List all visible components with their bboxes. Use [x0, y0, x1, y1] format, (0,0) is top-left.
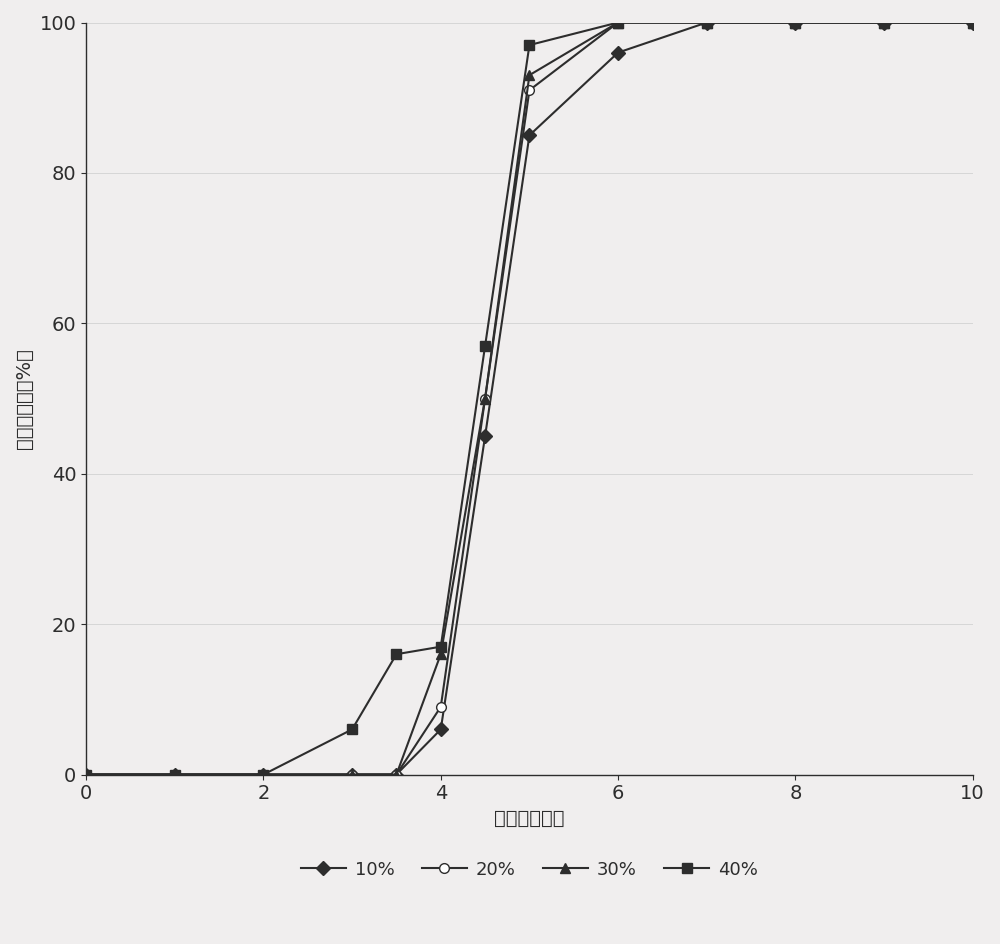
40%	[612, 17, 624, 28]
40%	[967, 17, 979, 28]
30%	[169, 768, 181, 780]
30%	[967, 17, 979, 28]
20%	[523, 85, 535, 96]
20%	[878, 17, 890, 28]
30%	[390, 768, 402, 780]
40%	[435, 641, 447, 652]
30%	[80, 768, 92, 780]
10%	[612, 47, 624, 59]
20%	[390, 768, 402, 780]
10%	[701, 17, 713, 28]
10%	[390, 768, 402, 780]
40%	[701, 17, 713, 28]
40%	[169, 768, 181, 780]
Line: 30%: 30%	[81, 18, 978, 780]
20%	[479, 393, 491, 404]
10%	[479, 430, 491, 442]
X-axis label: 时间（小时）: 时间（小时）	[494, 809, 565, 828]
40%	[523, 40, 535, 51]
30%	[789, 17, 801, 28]
20%	[257, 768, 269, 780]
40%	[390, 649, 402, 660]
10%	[878, 17, 890, 28]
20%	[80, 768, 92, 780]
20%	[967, 17, 979, 28]
30%	[257, 768, 269, 780]
40%	[80, 768, 92, 780]
20%	[346, 768, 358, 780]
Line: 10%: 10%	[81, 18, 978, 780]
40%	[789, 17, 801, 28]
30%	[479, 393, 491, 404]
40%	[479, 340, 491, 351]
40%	[878, 17, 890, 28]
20%	[612, 17, 624, 28]
10%	[523, 129, 535, 141]
20%	[701, 17, 713, 28]
10%	[435, 724, 447, 735]
20%	[435, 701, 447, 713]
20%	[789, 17, 801, 28]
40%	[346, 724, 358, 735]
40%	[257, 768, 269, 780]
10%	[789, 17, 801, 28]
30%	[346, 768, 358, 780]
10%	[80, 768, 92, 780]
10%	[257, 768, 269, 780]
30%	[523, 70, 535, 81]
30%	[435, 649, 447, 660]
Y-axis label: 累积释放度（%）: 累积释放度（%）	[15, 348, 34, 449]
10%	[967, 17, 979, 28]
Line: 40%: 40%	[81, 18, 978, 780]
30%	[878, 17, 890, 28]
10%	[346, 768, 358, 780]
Legend: 10%, 20%, 30%, 40%: 10%, 20%, 30%, 40%	[294, 853, 765, 885]
20%	[169, 768, 181, 780]
Line: 20%: 20%	[81, 18, 978, 780]
30%	[612, 17, 624, 28]
30%	[701, 17, 713, 28]
10%	[169, 768, 181, 780]
